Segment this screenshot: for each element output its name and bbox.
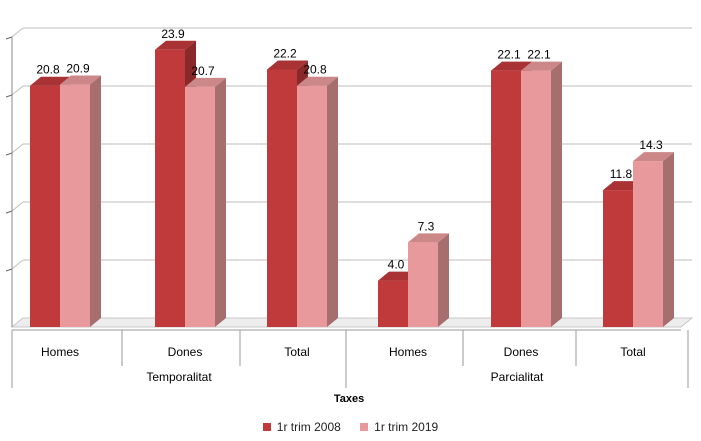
data-label-2-3: 20.8 xyxy=(303,63,327,77)
bar-2-4 xyxy=(408,233,449,327)
bar-2-2 xyxy=(185,77,226,327)
y-tick-3 xyxy=(5,94,13,98)
category-axis: Homes Dones Total Homes Dones Total Temporalit… xyxy=(11,329,689,388)
gridline-depth-1 xyxy=(11,201,24,212)
gridline-depth-4 xyxy=(11,27,24,38)
gridline-depth-3 xyxy=(11,85,24,96)
group-label-1: Temporalitat xyxy=(146,370,212,384)
chart-floor xyxy=(10,317,694,328)
gridlines xyxy=(11,27,692,270)
data-label-1-4: 4.0 xyxy=(388,258,405,272)
data-label-1-5: 22.1 xyxy=(497,48,521,62)
y-tick-4 xyxy=(5,36,13,40)
gridline-depth-2 xyxy=(11,143,24,154)
bar-2-3 xyxy=(297,76,338,327)
legend: 1r trim 2008 1r trim 2019 xyxy=(0,420,701,434)
legend-label-series-2: 1r trim 2019 xyxy=(374,420,439,434)
category-label-3: Total xyxy=(284,345,309,359)
gridline-depth-0 xyxy=(11,259,24,270)
legend-swatch-series-2 xyxy=(360,423,369,431)
data-label-1-2: 23.9 xyxy=(161,27,185,41)
data-labels: 20.8 23.9 22.2 4.0 22.1 11.8 20.9 20.7 20.8 7.3 22… xyxy=(36,27,663,272)
y-tick-1 xyxy=(5,210,13,214)
x-axis-title: Taxes xyxy=(334,393,364,405)
y-tick-2 xyxy=(5,152,13,156)
y-tick-0 xyxy=(5,268,13,272)
data-label-1-1: 20.8 xyxy=(36,63,60,77)
group-label-2: Parcialitat xyxy=(491,370,544,384)
category-label-6: Total xyxy=(620,345,645,359)
category-label-1: Homes xyxy=(41,345,79,359)
bar-2-1 xyxy=(60,75,101,327)
legend-label-series-1: 1r trim 2008 xyxy=(276,420,341,434)
data-label-1-6: 11.8 xyxy=(610,167,633,181)
legend-swatch-series-1 xyxy=(262,423,271,431)
data-label-2-2: 20.7 xyxy=(191,64,215,78)
legend-item-series-2: 1r trim 2019 xyxy=(360,420,438,434)
category-label-2: Dones xyxy=(168,345,203,359)
data-label-2-1: 20.9 xyxy=(66,62,90,76)
data-label-2-6: 14.3 xyxy=(639,138,663,152)
data-label-2-4: 7.3 xyxy=(418,219,435,233)
category-label-5: Dones xyxy=(504,345,539,359)
bars xyxy=(30,40,674,327)
bar-2-5 xyxy=(521,61,562,327)
legend-item-series-1: 1r trim 2008 xyxy=(262,420,341,434)
data-label-1-3: 22.2 xyxy=(273,46,297,60)
data-label-2-5: 22.1 xyxy=(527,48,551,62)
category-label-4: Homes xyxy=(389,345,427,359)
bar-2-6 xyxy=(633,152,674,327)
axes xyxy=(5,36,694,328)
